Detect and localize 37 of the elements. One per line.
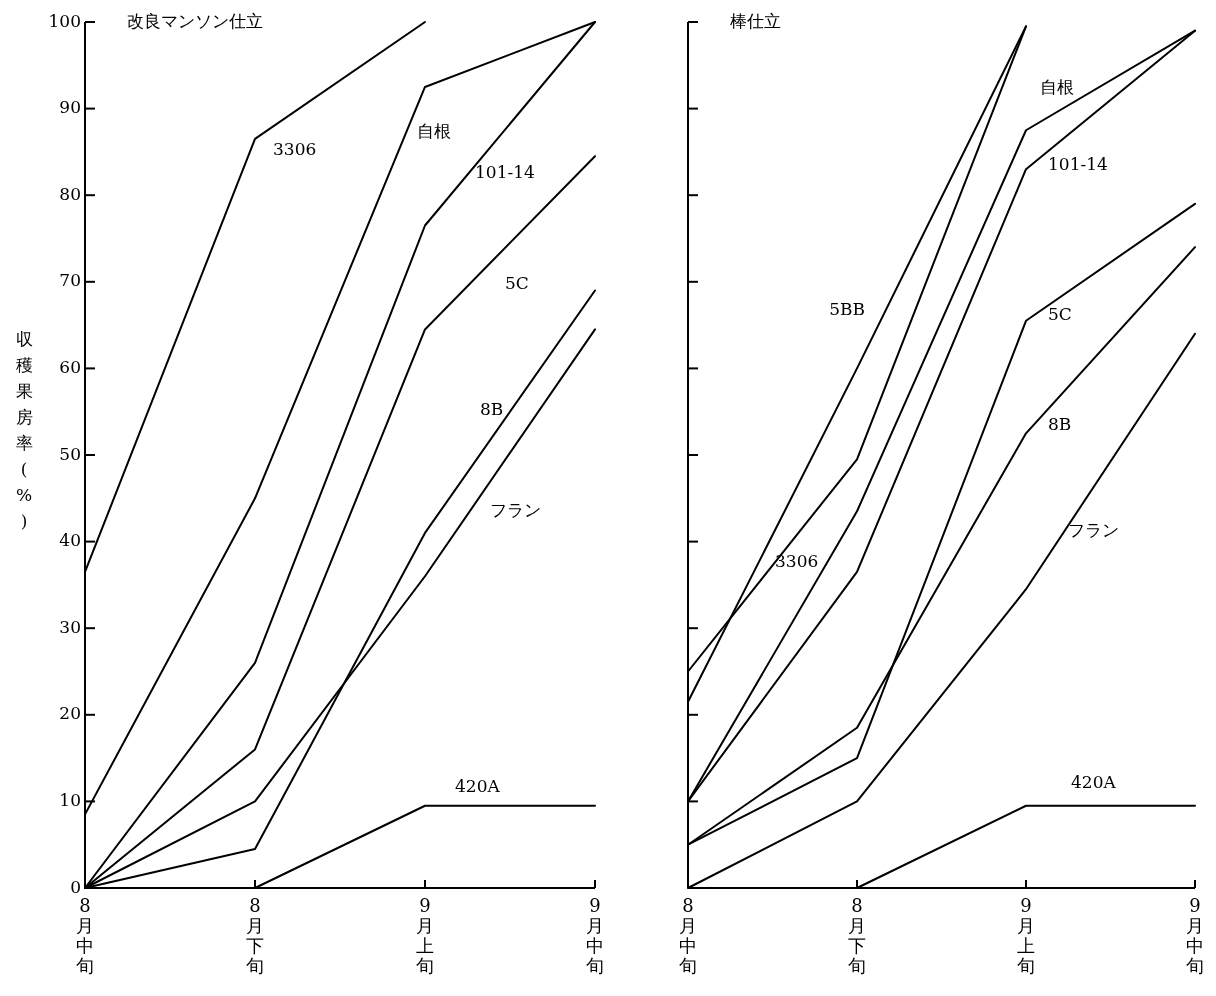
- x-tick-label: 8月中旬: [679, 895, 697, 976]
- series-label: 5BB: [829, 298, 865, 319]
- x-tick-label: 8月下旬: [246, 895, 264, 976]
- series-label: 420A: [1071, 772, 1117, 793]
- x-tick-label: 8月中旬: [76, 895, 94, 976]
- y-tick-label: 10: [59, 789, 81, 810]
- x-tick-label: 8月下旬: [848, 895, 866, 976]
- series-label: 101-14: [1048, 153, 1108, 174]
- series-label: 5C: [1048, 304, 1072, 325]
- series-label: 自根: [1040, 76, 1074, 97]
- y-tick-label: 90: [59, 97, 81, 118]
- series-label: 8B: [480, 399, 504, 420]
- x-tick-label: 9月中旬: [586, 895, 604, 976]
- x-tick-label: 9月中旬: [1186, 895, 1204, 976]
- x-tick-label: 9月上旬: [416, 895, 434, 976]
- chart-title: 改良マンソン仕立: [127, 10, 263, 31]
- y-axis-title: 収穫果房率(%): [15, 329, 33, 531]
- y-tick-label: 80: [59, 183, 81, 204]
- series-label: 8B: [1048, 413, 1072, 434]
- y-tick-label: 40: [59, 530, 81, 551]
- y-tick-label: 100: [48, 10, 81, 31]
- series-label: 101-14: [475, 162, 535, 183]
- chart-title: 棒仕立: [730, 10, 781, 31]
- series-label: 自根: [417, 121, 451, 142]
- y-tick-label: 60: [59, 356, 81, 377]
- y-tick-label: 30: [59, 616, 81, 637]
- series-label: 5C: [505, 272, 529, 293]
- series-label: 3306: [273, 139, 317, 160]
- series-label: 3306: [775, 550, 819, 571]
- x-tick-label: 9月上旬: [1017, 895, 1035, 976]
- y-tick-label: 70: [59, 270, 81, 291]
- y-tick-label: 50: [59, 443, 81, 464]
- y-tick-label: 20: [59, 703, 81, 724]
- y-tick-label: 0: [70, 876, 81, 897]
- series-label: フラン: [1068, 519, 1119, 540]
- series-label: フラン: [490, 499, 541, 520]
- series-label: 420A: [455, 776, 501, 797]
